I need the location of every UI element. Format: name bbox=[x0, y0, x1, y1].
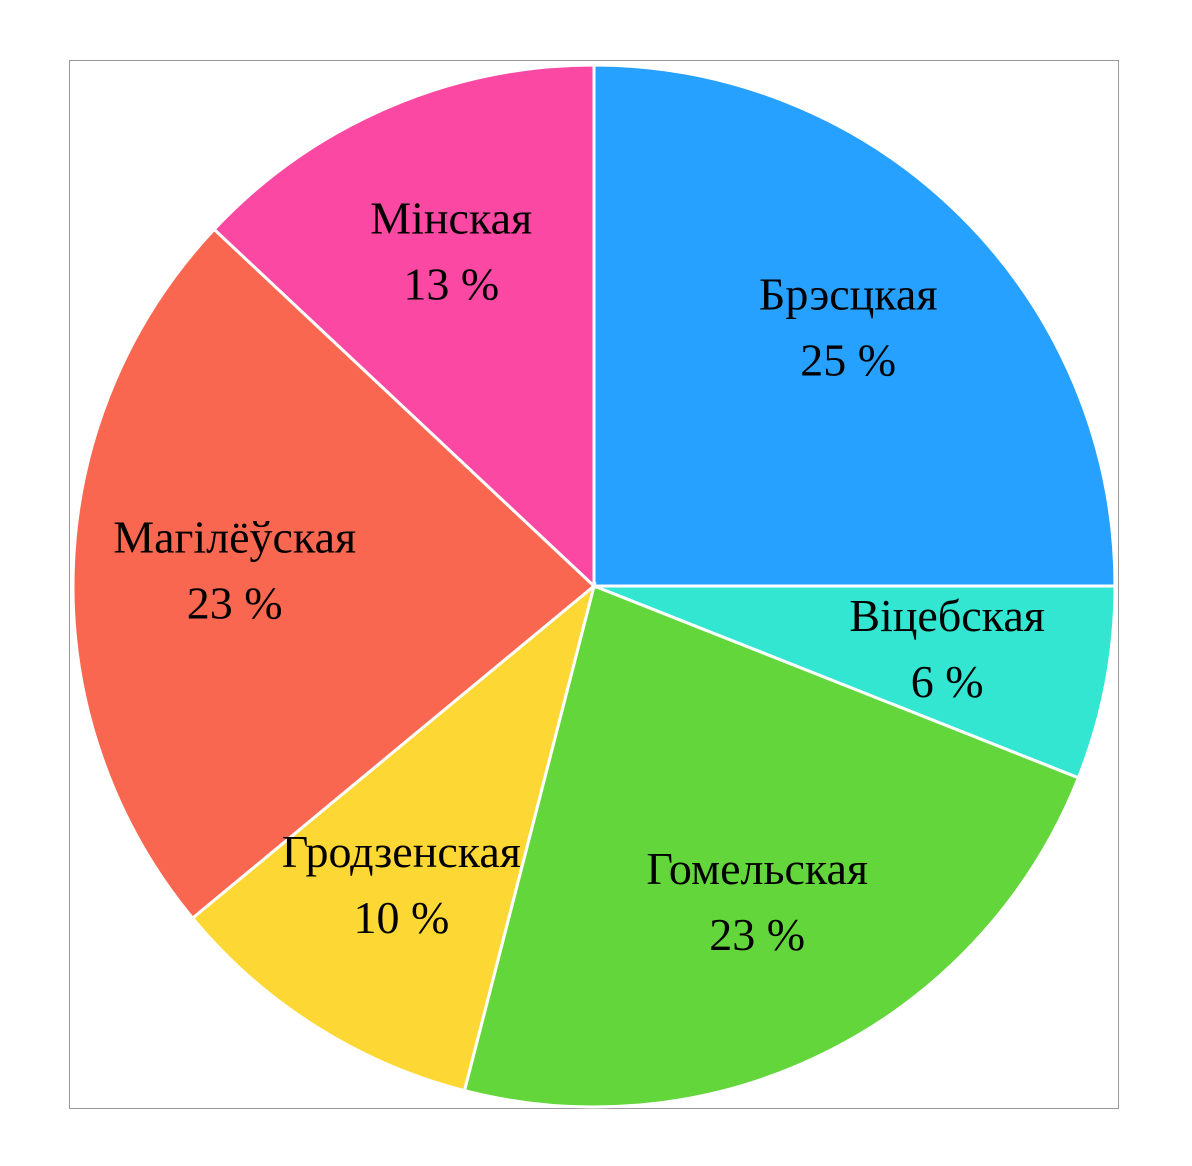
slice-label: Мінская bbox=[370, 193, 532, 244]
slice-value-label: 6 % bbox=[911, 656, 984, 707]
slice-label: Брэсцкая bbox=[759, 268, 938, 319]
slice-label: Гродзенская bbox=[282, 826, 521, 877]
slice-label: Магілёўская bbox=[113, 511, 356, 562]
slice-value-label: 25 % bbox=[800, 334, 896, 385]
pie-slice bbox=[593, 584, 1117, 780]
pie-slice bbox=[71, 227, 597, 921]
pie-slice bbox=[190, 581, 597, 1093]
slice-value-label: 23 % bbox=[187, 577, 283, 628]
pie-slice bbox=[462, 583, 1081, 1109]
slice-value-label: 23 % bbox=[709, 909, 805, 960]
slice-label: Гомельская bbox=[646, 843, 868, 894]
slice-value-label: 13 % bbox=[403, 259, 499, 310]
pie-slice bbox=[212, 63, 596, 590]
slice-value-label: 10 % bbox=[353, 892, 449, 943]
pie-slice bbox=[592, 63, 1117, 588]
slice-label: Віцебская bbox=[849, 590, 1045, 641]
